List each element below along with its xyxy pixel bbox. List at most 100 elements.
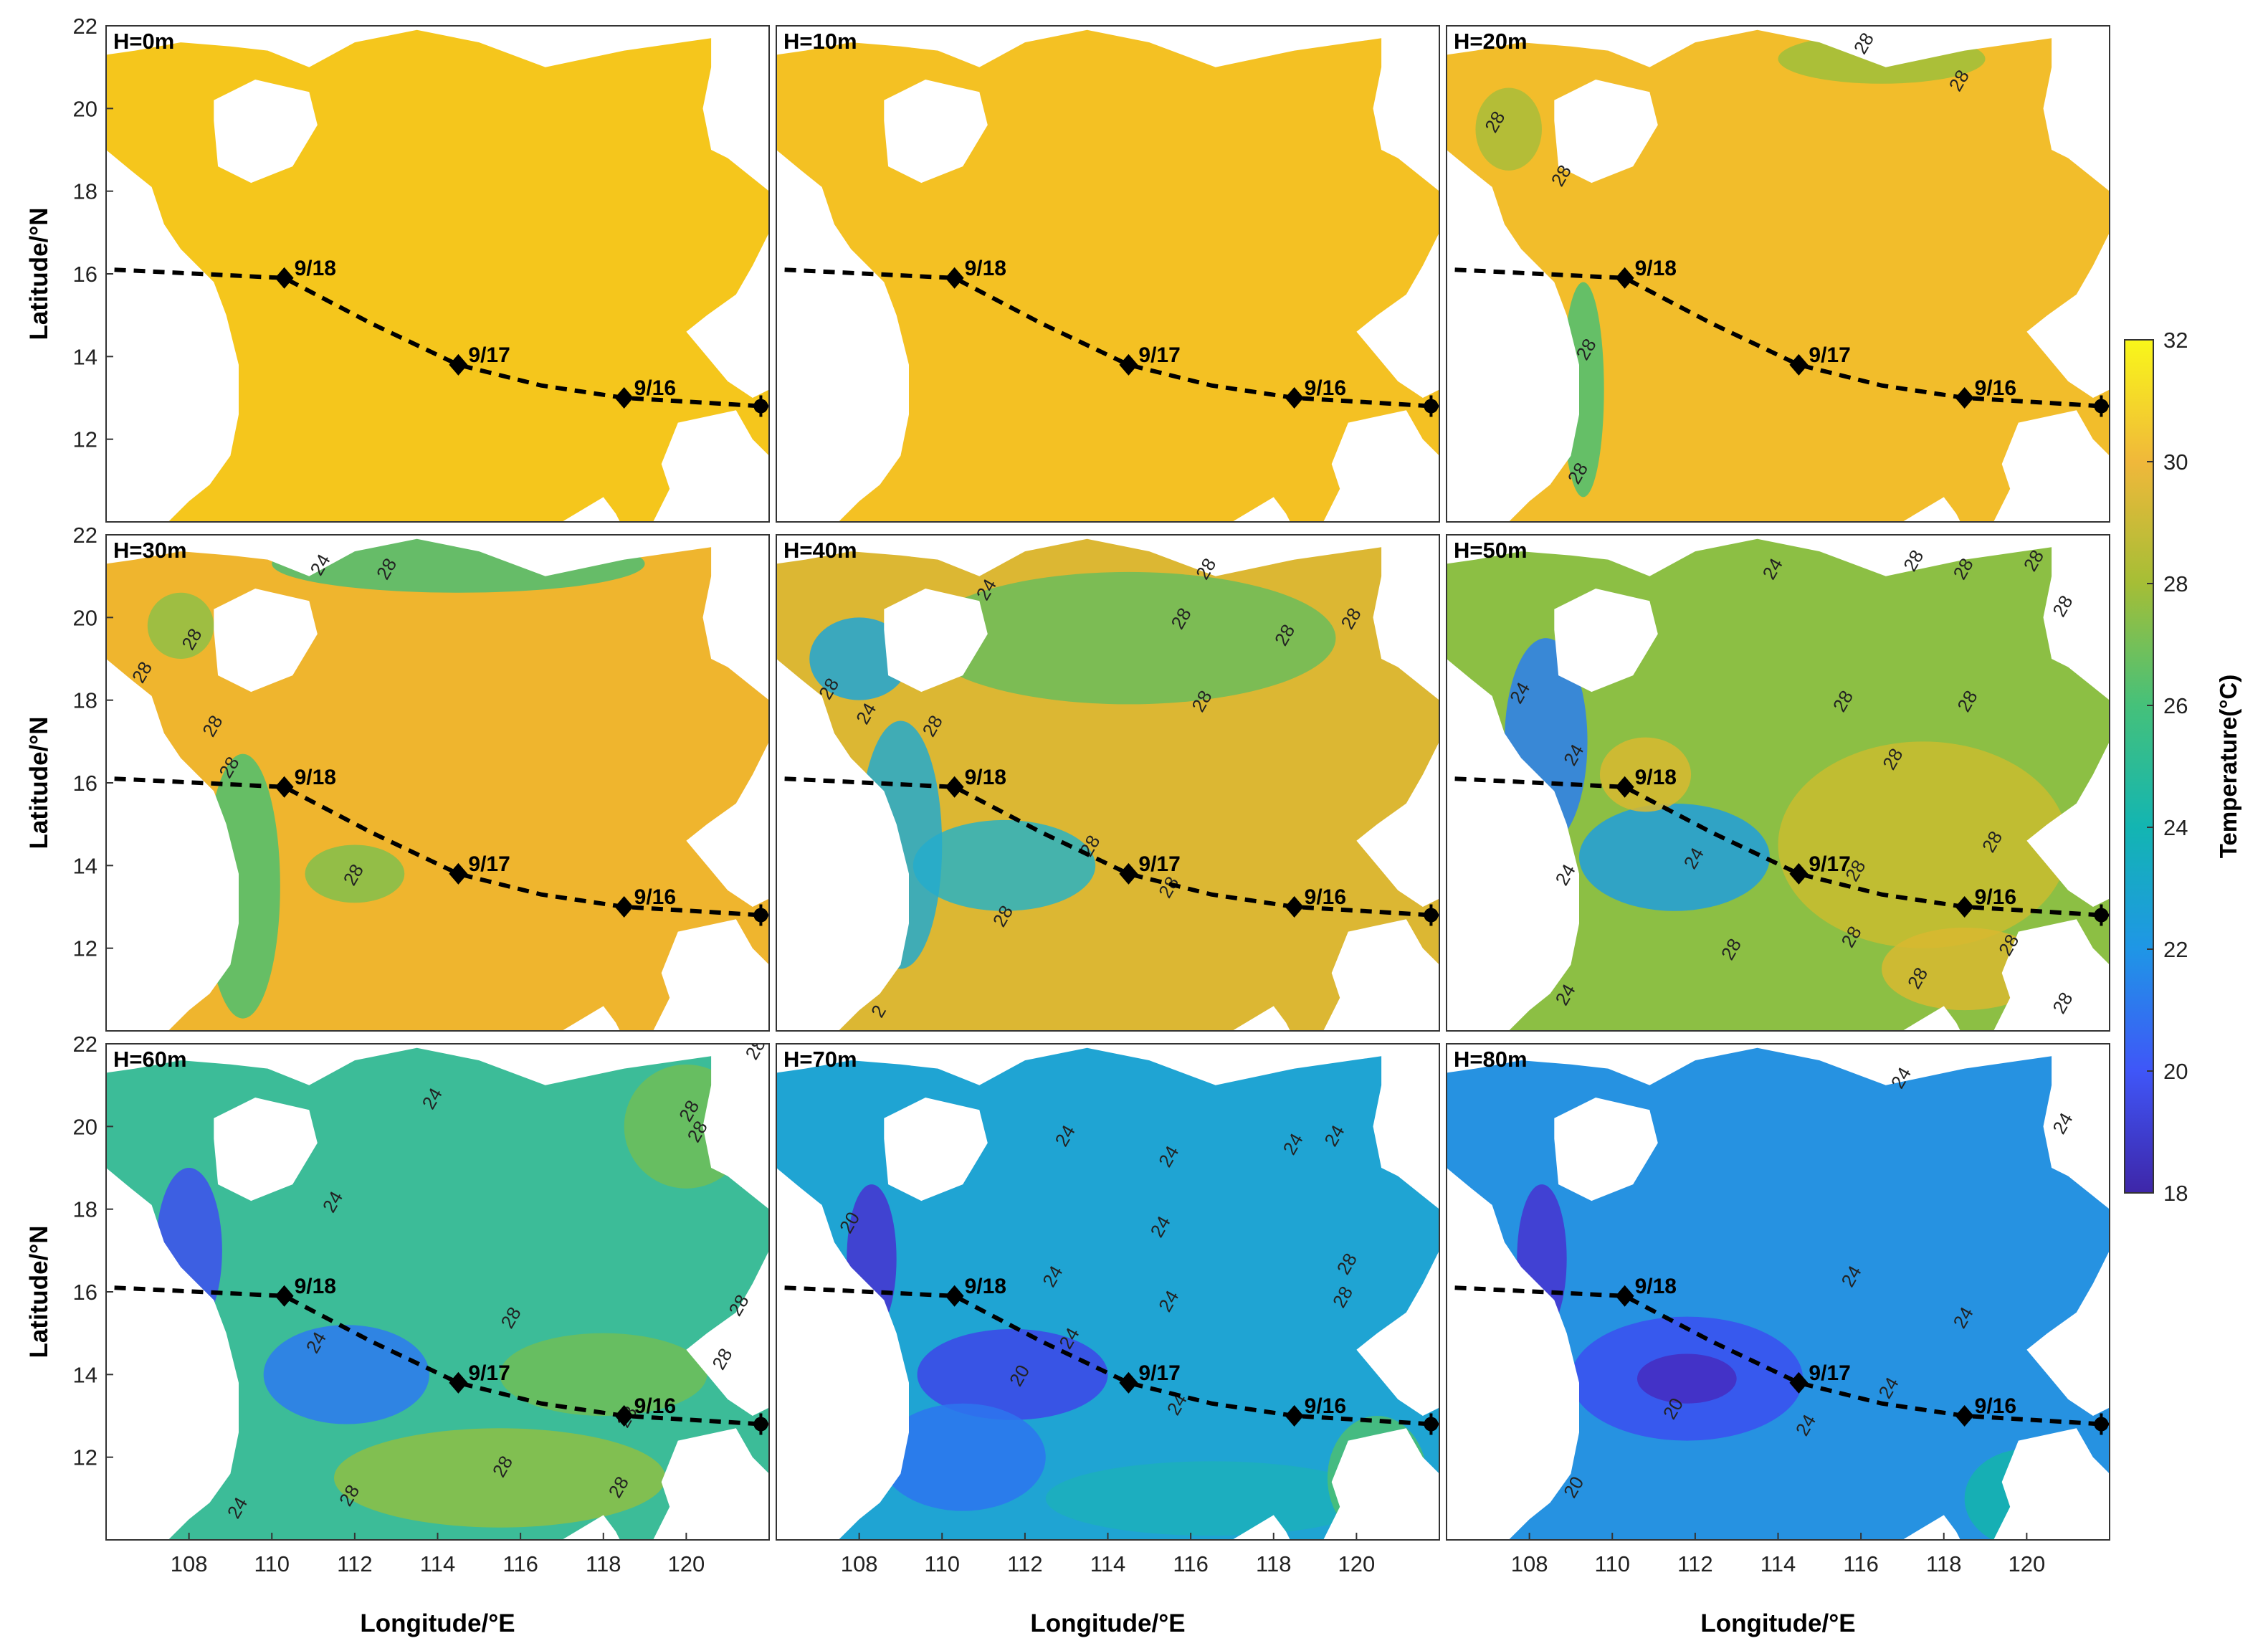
y-tick-label: 16 [73,1280,97,1305]
track-marker-diamond [945,267,964,289]
x-tick-label: 116 [502,1551,538,1576]
depth-label: H=0m [113,29,174,54]
land-mask [1231,497,1290,522]
temperature-patch [1636,1353,1737,1404]
depth-label: H=40m [783,538,857,563]
colorbar-tick-label: 18 [2163,1181,2188,1206]
depth-label: H=80m [1454,1047,1528,1072]
track-date-label: 9/18 [295,766,336,789]
track-start-marker-cross [750,904,769,926]
colorbar-tick-label: 20 [2163,1059,2188,1084]
land-mask [561,1515,620,1540]
land-mask [1231,1515,1290,1540]
depth-label: H=50m [1454,538,1528,563]
track-date-label: 9/18 [1635,257,1677,280]
panel-grid: 9/189/179/16H=0m9/189/179/16H=10m2828282… [105,25,2110,1541]
track-marker-diamond [1955,896,1974,918]
x-tick-label: 114 [1090,1551,1125,1576]
colorbar-tick-label: 22 [2163,937,2188,962]
land-mask [776,535,1399,576]
y-tick-label: 20 [73,1114,97,1139]
land-mask [561,1006,620,1031]
temperature-patch [1882,927,2048,1011]
track-marker-diamond [449,1371,468,1394]
y-tick-label: 14 [73,344,97,369]
track-marker-diamond [275,267,294,289]
land-mask [776,1168,909,1540]
track-start-marker-cross [750,395,769,417]
land-mask [776,659,909,1031]
land-mask [1323,919,1439,1031]
track-start-marker-cross [2090,1413,2110,1435]
land-mask [1993,410,2110,522]
track-marker-diamond [945,776,964,798]
land-mask [1356,535,1439,907]
y-tick-label: 12 [73,1445,97,1470]
x-tick-label: 108 [841,1551,878,1576]
colorbar-tick-label: 26 [2163,693,2188,718]
x-tick-label: 120 [1338,1551,1376,1576]
land-mask [653,919,769,1031]
x-tick-label: 108 [1511,1551,1548,1576]
land-mask [106,535,728,576]
depth-label: H=20m [1454,29,1528,54]
depth-label: H=70m [783,1047,857,1072]
land-mask [1323,1428,1439,1540]
x-tick-label: 112 [337,1551,372,1576]
map-panel: 9/18 9/17 9/16 H=10m [776,25,1440,523]
x-axis-label: Longitude/°E [1030,1609,1185,1637]
track-date-label: 9/16 [1305,885,1346,909]
land-mask [1554,589,1658,693]
track-start-marker-cross [1420,395,1439,417]
track-start-marker-cross [750,1413,769,1435]
track-start-marker-cross [2090,395,2110,417]
track-date-label: 9/18 [295,1275,336,1298]
land-mask [1323,410,1439,522]
depth-label: H=60m [113,1047,187,1072]
track-date-label: 9/16 [1305,1394,1346,1418]
track-date-label: 9/17 [1809,852,1850,876]
track-marker-diamond [1789,862,1809,885]
track-marker-diamond [614,1405,634,1427]
land-mask [2026,535,2110,907]
depth-label: H=10m [783,29,857,54]
land-mask [1902,1006,1960,1031]
axes-layer: 12 14 16 18 20 22 Latitude/°N 12 14 16 18 20 22 Latit… [25,14,2045,1637]
land-mask [106,26,728,67]
panel-frame [1446,25,2110,523]
land-mask [106,659,239,1031]
track-marker-diamond [1285,387,1304,409]
land-mask [653,410,769,522]
y-tick-label: 18 [73,179,97,204]
colorbar-scale [2124,339,2154,1194]
x-tick-label: 112 [1677,1551,1712,1576]
y-tick-label: 16 [73,771,97,796]
track-date-label: 9/18 [965,257,1006,280]
track-marker-diamond [275,1285,294,1307]
temperature-patch [809,617,909,700]
land-mask [686,535,769,907]
land-mask [106,150,239,522]
x-tick-label: 114 [420,1551,455,1576]
land-mask [214,80,318,184]
land-mask [1447,1168,1579,1540]
x-axis-label: Longitude/°E [1700,1609,1855,1637]
track-date-label: 9/17 [468,1361,510,1385]
track-marker-diamond [275,776,294,798]
y-tick-label: 14 [73,853,97,878]
temperature-patch [921,571,1336,705]
land-mask [1447,1044,2069,1085]
track-start-marker-cross [2090,904,2110,926]
x-tick-label: 120 [2009,1551,2046,1576]
track-marker-diamond [449,353,468,376]
map-panel: 24282828242428282828282824289/189/179/16… [105,1043,770,1541]
land-mask [1447,150,1579,522]
x-tick-label: 110 [254,1551,290,1576]
map-panel: 9/18 9/17 9/16 H=0m [105,25,770,523]
track-marker-diamond [449,862,468,885]
colorbar-tick-label: 24 [2163,815,2188,840]
